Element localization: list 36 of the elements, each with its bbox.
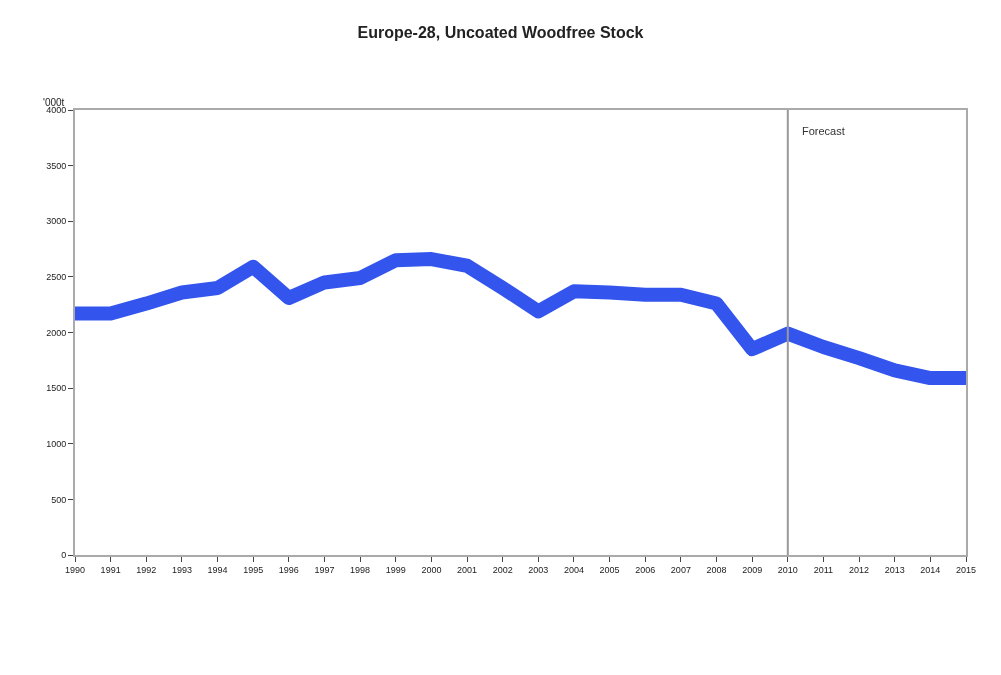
x-tick-label: 1991: [100, 564, 121, 575]
x-tick-label: 2006: [635, 564, 656, 575]
x-tick-label: 2009: [742, 564, 763, 575]
x-tick-label: 2015: [955, 564, 977, 575]
x-tick-label: 2002: [492, 564, 513, 575]
y-tick-label: 1000: [46, 438, 67, 449]
x-tick-label: 2000: [421, 564, 442, 575]
x-tick-label: 1996: [278, 564, 299, 575]
x-tick-label: 2007: [670, 564, 691, 575]
x-tick-label: 2011: [813, 564, 834, 575]
x-tick-label: 1992: [136, 564, 157, 575]
y-tick-label: 3000: [46, 216, 67, 227]
x-tick-label: 1990: [64, 564, 86, 575]
x-tick-label: 1995: [243, 564, 264, 575]
chart-title: Europe-28, Uncoated Woodfree Stock: [357, 24, 644, 42]
x-tick-label: 2010: [777, 564, 798, 575]
y-tick-label: 2000: [46, 327, 67, 338]
ref-line-label: Forecast: [802, 125, 845, 137]
x-tick-label: 2014: [920, 564, 941, 575]
x-tick-label: 1997: [314, 564, 335, 575]
x-tick-label: 1999: [385, 564, 406, 575]
x-tick-label: 2013: [884, 564, 905, 575]
y-tick-label: 2500: [46, 272, 67, 283]
y-tick-label: 0: [61, 550, 67, 561]
y-tick-label: 500: [51, 494, 67, 505]
x-tick-label: 2005: [599, 564, 620, 575]
x-tick-label: 1998: [350, 564, 371, 575]
x-tick-label: 2012: [849, 564, 870, 575]
y-tick-label: 1500: [46, 383, 67, 394]
y-tick-label: 3500: [46, 160, 67, 171]
x-tick-label: 1994: [207, 564, 228, 575]
x-tick-label: 2001: [457, 564, 478, 575]
x-tick-label: 2004: [563, 564, 584, 575]
x-tick-label: 1993: [171, 564, 192, 575]
x-tick-label: 2008: [706, 564, 727, 575]
x-tick-label: 2003: [528, 564, 549, 575]
